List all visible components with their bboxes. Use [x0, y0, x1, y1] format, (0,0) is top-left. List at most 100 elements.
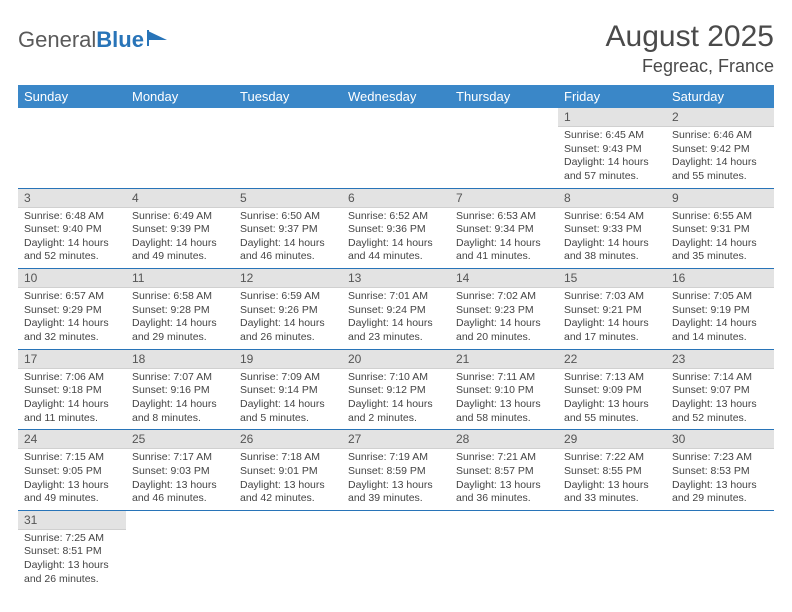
day-number: 1 [558, 108, 666, 127]
calendar-day-cell: 14Sunrise: 7:02 AMSunset: 9:23 PMDayligh… [450, 269, 558, 350]
day-details: Sunrise: 6:48 AMSunset: 9:40 PMDaylight:… [18, 208, 126, 269]
calendar-day-cell: 8Sunrise: 6:54 AMSunset: 9:33 PMDaylight… [558, 188, 666, 269]
calendar-day-cell: 29Sunrise: 7:22 AMSunset: 8:55 PMDayligh… [558, 430, 666, 511]
calendar-table: SundayMondayTuesdayWednesdayThursdayFrid… [18, 85, 774, 590]
calendar-day-cell: 5Sunrise: 6:50 AMSunset: 9:37 PMDaylight… [234, 188, 342, 269]
day-details: Sunrise: 6:52 AMSunset: 9:36 PMDaylight:… [342, 208, 450, 269]
day-details: Sunrise: 6:49 AMSunset: 9:39 PMDaylight:… [126, 208, 234, 269]
day-number: 26 [234, 430, 342, 449]
day-details: Sunrise: 7:02 AMSunset: 9:23 PMDaylight:… [450, 288, 558, 349]
day-details: Sunrise: 6:54 AMSunset: 9:33 PMDaylight:… [558, 208, 666, 269]
day-details: Sunrise: 7:15 AMSunset: 9:05 PMDaylight:… [18, 449, 126, 510]
day-details: Sunrise: 7:11 AMSunset: 9:10 PMDaylight:… [450, 369, 558, 430]
calendar-day-cell: 7Sunrise: 6:53 AMSunset: 9:34 PMDaylight… [450, 188, 558, 269]
day-number: 20 [342, 350, 450, 369]
calendar-day-cell: 13Sunrise: 7:01 AMSunset: 9:24 PMDayligh… [342, 269, 450, 350]
day-details: Sunrise: 7:13 AMSunset: 9:09 PMDaylight:… [558, 369, 666, 430]
calendar-day-cell: 11Sunrise: 6:58 AMSunset: 9:28 PMDayligh… [126, 269, 234, 350]
day-number: 18 [126, 350, 234, 369]
calendar-day-cell: 4Sunrise: 6:49 AMSunset: 9:39 PMDaylight… [126, 188, 234, 269]
weekday-header: Monday [126, 85, 234, 108]
day-number: 25 [126, 430, 234, 449]
location: Fegreac, France [606, 56, 774, 77]
calendar-day-cell [342, 108, 450, 188]
calendar-day-cell: 2Sunrise: 6:46 AMSunset: 9:42 PMDaylight… [666, 108, 774, 188]
calendar-day-cell: 18Sunrise: 7:07 AMSunset: 9:16 PMDayligh… [126, 349, 234, 430]
calendar-day-cell [18, 108, 126, 188]
header: GeneralBlue August 2025 Fegreac, France [18, 20, 774, 77]
calendar-day-cell [558, 510, 666, 590]
calendar-day-cell: 15Sunrise: 7:03 AMSunset: 9:21 PMDayligh… [558, 269, 666, 350]
day-number: 7 [450, 189, 558, 208]
logo-text-2: Blue [96, 27, 144, 53]
calendar-day-cell [126, 510, 234, 590]
day-details: Sunrise: 6:46 AMSunset: 9:42 PMDaylight:… [666, 127, 774, 188]
logo-flag-icon [147, 26, 169, 52]
day-details: Sunrise: 7:25 AMSunset: 8:51 PMDaylight:… [18, 530, 126, 591]
calendar-day-cell: 24Sunrise: 7:15 AMSunset: 9:05 PMDayligh… [18, 430, 126, 511]
day-number: 12 [234, 269, 342, 288]
calendar-day-cell [450, 510, 558, 590]
day-details: Sunrise: 7:07 AMSunset: 9:16 PMDaylight:… [126, 369, 234, 430]
day-details: Sunrise: 7:09 AMSunset: 9:14 PMDaylight:… [234, 369, 342, 430]
calendar-day-cell: 22Sunrise: 7:13 AMSunset: 9:09 PMDayligh… [558, 349, 666, 430]
calendar-day-cell: 20Sunrise: 7:10 AMSunset: 9:12 PMDayligh… [342, 349, 450, 430]
calendar-day-cell: 30Sunrise: 7:23 AMSunset: 8:53 PMDayligh… [666, 430, 774, 511]
day-details: Sunrise: 7:01 AMSunset: 9:24 PMDaylight:… [342, 288, 450, 349]
day-details: Sunrise: 7:17 AMSunset: 9:03 PMDaylight:… [126, 449, 234, 510]
logo: GeneralBlue [18, 26, 169, 54]
logo-text-1: General [18, 27, 96, 53]
calendar-day-cell: 6Sunrise: 6:52 AMSunset: 9:36 PMDaylight… [342, 188, 450, 269]
calendar-day-cell [450, 108, 558, 188]
calendar-day-cell: 9Sunrise: 6:55 AMSunset: 9:31 PMDaylight… [666, 188, 774, 269]
weekday-header: Thursday [450, 85, 558, 108]
calendar-week-row: 3Sunrise: 6:48 AMSunset: 9:40 PMDaylight… [18, 188, 774, 269]
weekday-header: Friday [558, 85, 666, 108]
calendar-day-cell: 12Sunrise: 6:59 AMSunset: 9:26 PMDayligh… [234, 269, 342, 350]
calendar-day-cell: 17Sunrise: 7:06 AMSunset: 9:18 PMDayligh… [18, 349, 126, 430]
calendar-week-row: 17Sunrise: 7:06 AMSunset: 9:18 PMDayligh… [18, 349, 774, 430]
calendar-day-cell: 16Sunrise: 7:05 AMSunset: 9:19 PMDayligh… [666, 269, 774, 350]
day-number: 3 [18, 189, 126, 208]
day-number: 9 [666, 189, 774, 208]
day-number: 24 [18, 430, 126, 449]
calendar-day-cell: 19Sunrise: 7:09 AMSunset: 9:14 PMDayligh… [234, 349, 342, 430]
weekday-header: Sunday [18, 85, 126, 108]
day-details: Sunrise: 7:10 AMSunset: 9:12 PMDaylight:… [342, 369, 450, 430]
calendar-day-cell [126, 108, 234, 188]
day-details: Sunrise: 7:18 AMSunset: 9:01 PMDaylight:… [234, 449, 342, 510]
calendar-day-cell: 31Sunrise: 7:25 AMSunset: 8:51 PMDayligh… [18, 510, 126, 590]
weekday-header-row: SundayMondayTuesdayWednesdayThursdayFrid… [18, 85, 774, 108]
day-number: 31 [18, 511, 126, 530]
calendar-day-cell [666, 510, 774, 590]
calendar-day-cell: 28Sunrise: 7:21 AMSunset: 8:57 PMDayligh… [450, 430, 558, 511]
calendar-week-row: 24Sunrise: 7:15 AMSunset: 9:05 PMDayligh… [18, 430, 774, 511]
calendar-day-cell: 3Sunrise: 6:48 AMSunset: 9:40 PMDaylight… [18, 188, 126, 269]
calendar-day-cell: 25Sunrise: 7:17 AMSunset: 9:03 PMDayligh… [126, 430, 234, 511]
day-details: Sunrise: 6:57 AMSunset: 9:29 PMDaylight:… [18, 288, 126, 349]
weekday-header: Saturday [666, 85, 774, 108]
day-number: 21 [450, 350, 558, 369]
day-number: 4 [126, 189, 234, 208]
day-details: Sunrise: 7:19 AMSunset: 8:59 PMDaylight:… [342, 449, 450, 510]
day-number: 2 [666, 108, 774, 127]
calendar-day-cell [234, 108, 342, 188]
calendar-week-row: 31Sunrise: 7:25 AMSunset: 8:51 PMDayligh… [18, 510, 774, 590]
day-details: Sunrise: 6:55 AMSunset: 9:31 PMDaylight:… [666, 208, 774, 269]
day-details: Sunrise: 7:21 AMSunset: 8:57 PMDaylight:… [450, 449, 558, 510]
calendar-week-row: 1Sunrise: 6:45 AMSunset: 9:43 PMDaylight… [18, 108, 774, 188]
day-details: Sunrise: 6:50 AMSunset: 9:37 PMDaylight:… [234, 208, 342, 269]
day-number: 30 [666, 430, 774, 449]
day-number: 27 [342, 430, 450, 449]
day-number: 19 [234, 350, 342, 369]
calendar-day-cell [234, 510, 342, 590]
day-number: 11 [126, 269, 234, 288]
day-details: Sunrise: 6:53 AMSunset: 9:34 PMDaylight:… [450, 208, 558, 269]
weekday-header: Tuesday [234, 85, 342, 108]
day-details: Sunrise: 7:23 AMSunset: 8:53 PMDaylight:… [666, 449, 774, 510]
day-details: Sunrise: 6:45 AMSunset: 9:43 PMDaylight:… [558, 127, 666, 188]
day-details: Sunrise: 7:05 AMSunset: 9:19 PMDaylight:… [666, 288, 774, 349]
day-number: 14 [450, 269, 558, 288]
calendar-body: 1Sunrise: 6:45 AMSunset: 9:43 PMDaylight… [18, 108, 774, 590]
day-details: Sunrise: 7:14 AMSunset: 9:07 PMDaylight:… [666, 369, 774, 430]
